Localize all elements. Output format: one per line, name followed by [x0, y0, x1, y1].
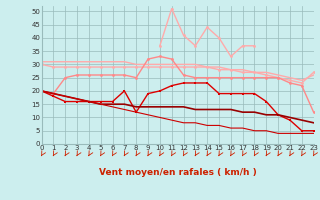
X-axis label: Vent moyen/en rafales ( km/h ): Vent moyen/en rafales ( km/h ): [99, 168, 256, 177]
